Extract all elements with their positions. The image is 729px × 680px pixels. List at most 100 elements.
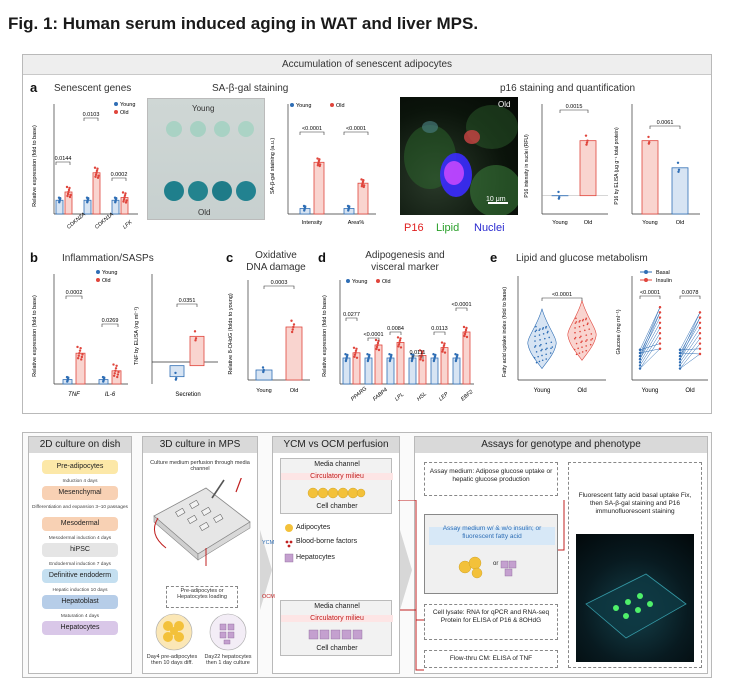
mps-device-diagram (153, 478, 251, 566)
data-point (456, 353, 459, 357)
data-point (533, 346, 536, 348)
insulin-point (658, 337, 662, 340)
data-point (533, 357, 536, 359)
bracket (649, 125, 681, 129)
ocm-hepatocyte-row (308, 629, 363, 640)
culture-step: Mesenchymal (42, 486, 118, 500)
data-point (87, 197, 90, 200)
data-point (585, 141, 589, 144)
p16-x-young: Young (552, 220, 567, 226)
paired-line (679, 317, 701, 354)
glu-x-1: Old (685, 388, 694, 394)
data-point (419, 356, 423, 359)
panel-letter-e: e (490, 250, 498, 265)
col1-title: 2D culture on dish (29, 437, 131, 453)
insulin-point (698, 321, 702, 324)
culture-step: Pre-adipocytes (42, 460, 118, 474)
data-point (193, 330, 197, 333)
e-title: Lipid and glucose metabolism (516, 253, 648, 264)
insulin-point (658, 342, 662, 345)
data-point (69, 193, 72, 197)
data-point (377, 339, 380, 343)
figure-title: Fig. 1: Human serum induced aging in WAT… (8, 14, 479, 33)
data-point (76, 357, 80, 360)
data-point (546, 331, 549, 334)
or-text: or (493, 561, 499, 567)
data-point (398, 341, 401, 344)
data-point (93, 166, 97, 169)
data-point (584, 329, 586, 332)
violin-young (527, 308, 557, 370)
violin-old (567, 300, 597, 361)
panel-letter-a: a (30, 80, 38, 95)
glu-ylabel: Glucose (mg ml⁻¹) (616, 309, 622, 354)
adipo-x-3: HSL (416, 391, 428, 402)
data-point (578, 321, 580, 323)
legend-adipocytes: Adipocytes (296, 524, 331, 531)
data-point (539, 339, 541, 341)
data-point (588, 328, 591, 330)
data-point (95, 169, 99, 172)
mps-loading-text: Pre-adipocytes or Hepatocytes loading (177, 588, 227, 600)
bracket (343, 131, 369, 135)
paired-line (679, 352, 701, 355)
data-point (360, 178, 363, 181)
data-point (348, 205, 351, 208)
data-point (113, 372, 116, 375)
culture-step: Hepatocytes (42, 621, 118, 635)
adipo-x-0: PPARG (350, 385, 369, 402)
bracket (367, 337, 380, 341)
flowthru-text: Flow-thru CM: ELISA of TNF (449, 655, 533, 662)
panel-letter-d: d (318, 250, 326, 265)
data-point (585, 143, 588, 146)
legend-old-dot (114, 110, 118, 114)
data-point (362, 184, 366, 187)
bracket (299, 131, 325, 135)
data-point (397, 343, 401, 346)
adipo-x-1: FABP4 (372, 387, 389, 403)
data-point (545, 358, 548, 360)
data-point (541, 354, 543, 357)
data-point (344, 353, 347, 356)
flow-arrow-a (260, 530, 272, 610)
basal-point (638, 361, 642, 364)
data-point (78, 349, 82, 352)
data-point (65, 185, 69, 189)
data-point (194, 339, 197, 342)
paired-line (639, 307, 661, 357)
data-point (346, 353, 349, 357)
ocm-media-channel: Media channel (314, 603, 360, 610)
fa-p: <0.0001 (552, 292, 572, 298)
data-point (534, 345, 537, 347)
data-point (68, 186, 71, 190)
data-point (114, 367, 118, 370)
bracket (389, 331, 402, 335)
bracket (411, 355, 424, 359)
d-title-2: visceral marker (371, 262, 439, 273)
sagal-legend-old: Old (336, 103, 345, 109)
data-point (399, 337, 402, 340)
data-point (648, 140, 651, 144)
sagal-ylabel: SA-β-gal staining (a.u.) (270, 138, 276, 195)
data-point (535, 325, 537, 328)
bracket (176, 303, 198, 307)
sagal-plate-image (147, 98, 265, 220)
data-point (354, 351, 357, 354)
fluor-note: Fluorescent fatty acid basal uptake Fix,… (578, 492, 692, 516)
data-point (540, 349, 542, 352)
fa-ylabel: Fatty acid uptake index (fold to base) (502, 287, 508, 377)
cell-lysate-text: Cell lysate: RNA for qPCR and RNA-seq Pr… (432, 609, 550, 625)
glu-p-0: <0.0001 (640, 290, 660, 296)
genes-bars (55, 166, 129, 215)
data-point (579, 319, 581, 322)
data-point (585, 349, 588, 352)
well (238, 121, 254, 137)
step-note: Mesodermal induction 4 days (48, 536, 112, 541)
data-point (584, 134, 588, 137)
data-point (116, 375, 119, 379)
bracket (111, 177, 127, 181)
adipo-ylabel: Relative expression (fold to base) (322, 295, 328, 377)
paired-line (639, 312, 661, 360)
data-point (388, 353, 391, 356)
data-point (318, 163, 322, 166)
